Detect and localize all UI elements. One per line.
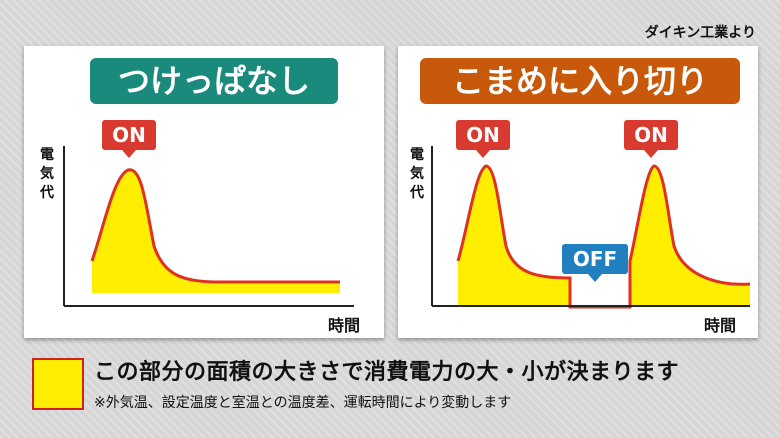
y-axis-label: 電気代 xyxy=(40,147,54,201)
diagram-always-on xyxy=(63,146,354,307)
source-credit: ダイキン工業より xyxy=(644,25,756,41)
consumption-area-second xyxy=(630,166,750,306)
x-axis-label: 時間 xyxy=(328,316,361,335)
panel-frequent-switching: こまめに入り切り 電気代 時間 ON OFF ON xyxy=(398,46,758,338)
legend: この部分の面積の大きさで消費電力の大・小が決まります ※外気温、設定温度と室温と… xyxy=(0,346,780,438)
consumption-curve xyxy=(90,168,340,284)
legend-text: この部分の面積の大きさで消費電力の大・小が決まります xyxy=(94,360,680,385)
panel-title: つけっぱなし xyxy=(90,58,338,104)
x-axis-label: 時間 xyxy=(704,316,737,335)
on-tag-second: ON xyxy=(624,120,678,158)
panel-always-on: つけっぱなし 電気代 時間 ON xyxy=(24,46,384,338)
off-tag: OFF xyxy=(562,244,628,282)
y-axis-label: 電気代 xyxy=(410,147,424,201)
on-tag: ON xyxy=(102,120,156,158)
legend-swatch xyxy=(32,358,84,410)
on-tag-first: ON xyxy=(456,120,510,158)
consumption-area xyxy=(92,169,340,293)
panel-title: こまめに入り切り xyxy=(420,58,740,104)
diagram-frequent-switching xyxy=(431,146,751,309)
legend-note: ※外気温、設定温度と室温との温度差、運転時間により変動します xyxy=(94,395,512,411)
consumption-area-first xyxy=(458,166,570,306)
